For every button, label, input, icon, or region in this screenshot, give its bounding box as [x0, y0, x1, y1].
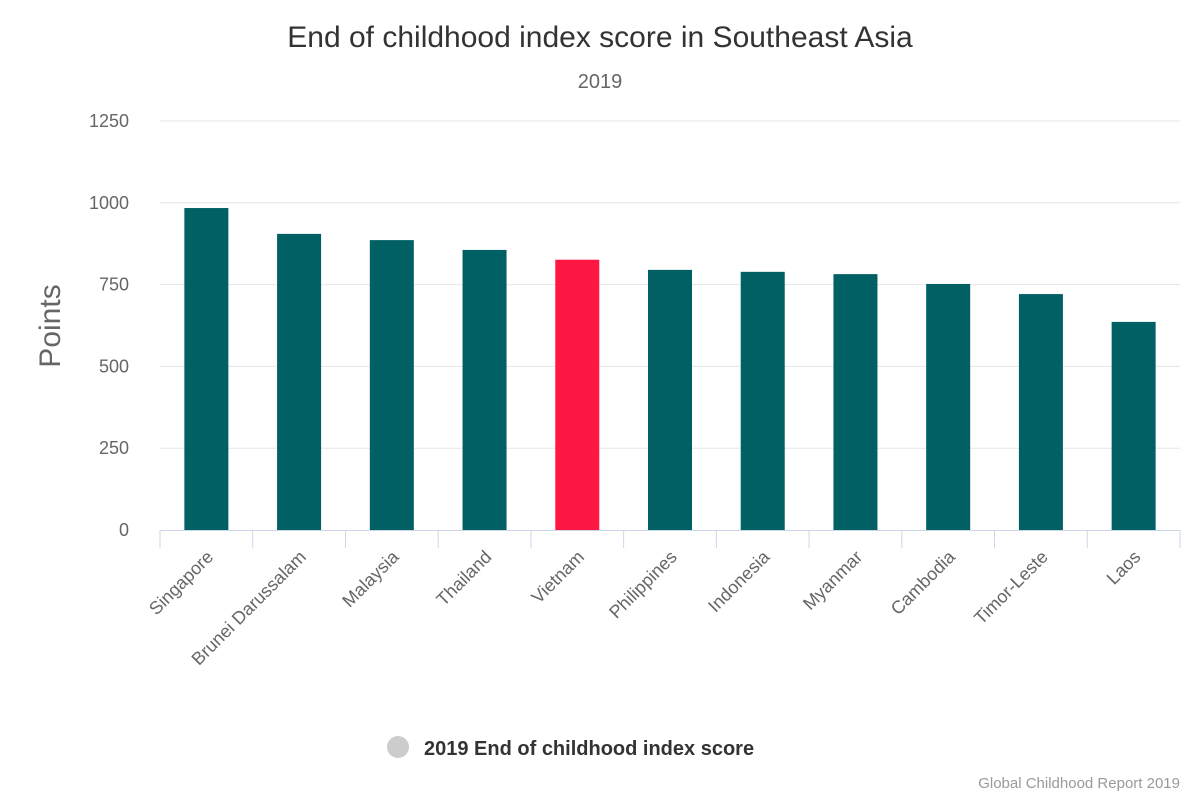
bar-philippines[interactable]: [648, 269, 692, 530]
y-tick-label: 1250: [89, 111, 129, 131]
x-tick-label: Myanmar: [799, 547, 866, 614]
legend-marker[interactable]: [387, 736, 409, 758]
x-tick-label: Thailand: [432, 547, 495, 610]
bar-singapore[interactable]: [184, 208, 229, 530]
x-tick-label: Cambodia: [887, 546, 960, 619]
x-tick-label: Philippines: [605, 547, 681, 623]
x-tick-label: Singapore: [145, 547, 217, 619]
bar-malaysia[interactable]: [369, 240, 414, 530]
bar-vietnam[interactable]: [555, 259, 600, 530]
x-tick-label: Indonesia: [704, 546, 774, 616]
bar-indonesia[interactable]: [740, 271, 785, 530]
chart-title: End of childhood index score in Southeas…: [287, 21, 913, 54]
x-tick-label: Timor-Leste: [970, 547, 1052, 629]
x-tick-label: Malaysia: [338, 546, 403, 611]
credit-text[interactable]: Global Childhood Report 2019: [978, 775, 1180, 792]
x-tick-label: Vietnam: [527, 547, 588, 608]
y-axis-label: Points: [34, 284, 67, 367]
bar-myanmar[interactable]: [833, 274, 878, 530]
legend[interactable]: 2019 End of childhood index score: [387, 736, 754, 760]
y-tick-label: 1000: [89, 193, 129, 213]
bar-laos[interactable]: [1111, 321, 1156, 530]
y-tick-label: 0: [119, 520, 129, 540]
bar-cambodia[interactable]: [926, 283, 971, 530]
bar-brunei-darussalam[interactable]: [277, 233, 322, 530]
y-tick-label: 500: [99, 356, 129, 376]
y-tick-label: 750: [99, 275, 129, 295]
legend-label[interactable]: 2019 End of childhood index score: [424, 738, 754, 760]
bar-timor-leste[interactable]: [1018, 294, 1063, 530]
bar-thailand[interactable]: [462, 249, 507, 530]
y-tick-label: 250: [99, 438, 129, 458]
chart-subtitle: 2019: [578, 71, 623, 93]
x-tick-label: Laos: [1103, 547, 1145, 589]
